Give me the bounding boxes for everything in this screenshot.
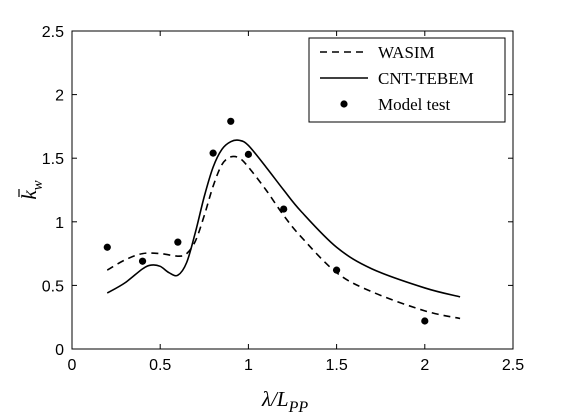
y-tick-label: 0	[55, 342, 64, 359]
legend-box	[308, 37, 506, 123]
svg-text:kw: kw	[17, 180, 46, 199]
legend-label-cnt-tebem: CNT-TEBEM	[378, 69, 474, 88]
model-test-point	[421, 317, 429, 325]
y-axis-label: kw	[17, 180, 46, 199]
legend-label-model-test: Model test	[378, 95, 451, 114]
model-test-point	[227, 117, 235, 125]
legend-label-wasim: WASIM	[378, 43, 435, 62]
x-axis-label: λ/LPP	[261, 387, 308, 416]
y-axis-label-main: k	[17, 190, 41, 200]
series-layer	[103, 117, 461, 325]
x-axis-label-main: λ/L	[261, 387, 289, 411]
model-test-point	[174, 238, 182, 246]
plot-frame	[71, 30, 514, 350]
model-test-point	[138, 257, 147, 265]
x-tick-label: 2.5	[502, 357, 524, 374]
x-axis-label-sub: PP	[288, 399, 309, 416]
x-tick-label: 1	[244, 357, 253, 374]
x-tick-label: 1.5	[325, 357, 347, 374]
model-test-point	[209, 149, 217, 157]
y-tick-label: 1.5	[42, 151, 64, 168]
x-axis-ticks: 0 0.5 1 1.5 2 2.5	[68, 31, 524, 374]
wasim-line	[106, 155, 461, 320]
x-tick-label: 0.5	[149, 357, 171, 374]
x-tick-label: 0	[68, 357, 77, 374]
model-test-point	[103, 243, 111, 251]
legend: WASIM CNT-TEBEM Model test	[308, 37, 506, 123]
model-test-point	[333, 266, 341, 274]
y-axis-ticks: 0 0.5 1 1.5 2 2.5	[42, 24, 513, 359]
y-tick-label: 1	[55, 215, 64, 232]
model-test-point	[244, 150, 252, 158]
y-axis-label-sub: w	[30, 180, 46, 190]
legend-marker-model-test	[340, 100, 348, 108]
y-tick-label: 2	[55, 88, 64, 105]
model-test-point	[280, 205, 288, 213]
y-tick-label: 0.5	[42, 278, 64, 295]
x-tick-label: 2	[420, 357, 429, 374]
cnt-tebem-line	[106, 139, 461, 298]
y-tick-label: 2.5	[42, 24, 64, 41]
